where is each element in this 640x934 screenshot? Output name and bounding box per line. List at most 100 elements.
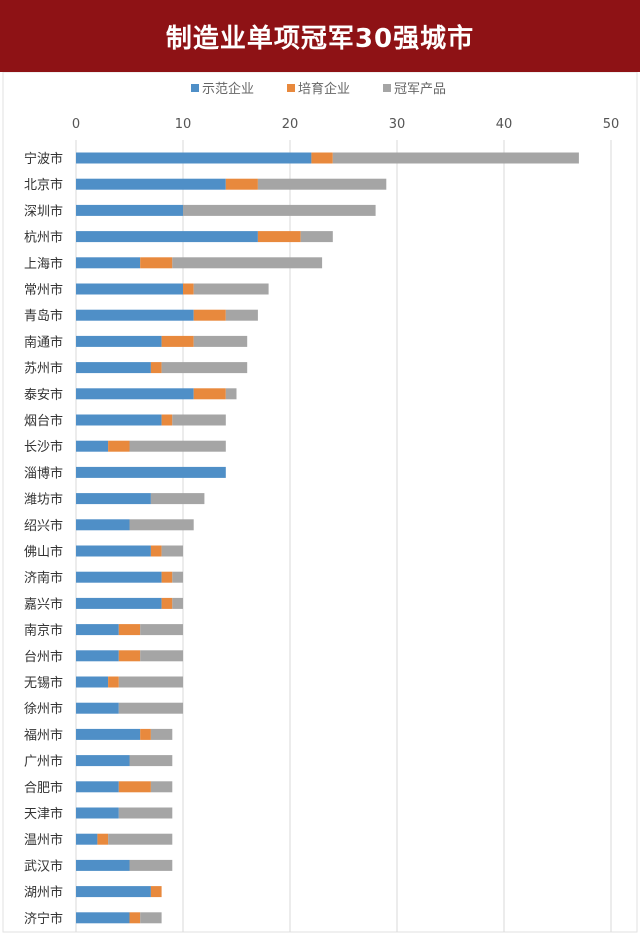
bar-segment xyxy=(332,152,579,164)
bar-segment xyxy=(76,519,130,531)
x-tick-label: 50 xyxy=(603,117,620,132)
bar-segment xyxy=(76,204,183,216)
bar-segment xyxy=(76,781,119,793)
bar-segment xyxy=(140,624,183,636)
bar-segment xyxy=(150,781,173,793)
category-label: 宁波市 xyxy=(24,151,63,167)
bar-segment xyxy=(172,597,183,609)
bar-segment xyxy=(193,388,226,400)
bar-segment xyxy=(76,283,183,295)
bar-segment xyxy=(225,388,237,400)
bar-segment xyxy=(118,807,173,819)
chart-area: 示范企业 培育企业 冠军产品 0 10 20 30 40 50 宁波市 北京市 深圳市 杭州市 上海市 常州… xyxy=(0,72,640,934)
bar-segment xyxy=(76,466,226,478)
bar-segment xyxy=(150,362,162,374)
bar-segment xyxy=(311,152,333,164)
category-label: 福州市 xyxy=(24,727,63,743)
bar-segment xyxy=(161,545,183,557)
bar-segment xyxy=(129,519,194,531)
bar-segment xyxy=(183,283,194,295)
bar-segment xyxy=(193,283,269,295)
category-label: 嘉兴市 xyxy=(24,596,63,612)
bar-segment xyxy=(150,728,173,740)
legend-label: 培育企业 xyxy=(298,81,350,97)
bar-segment xyxy=(161,597,173,609)
bar-segment xyxy=(76,755,130,767)
category-label: 台州市 xyxy=(24,649,63,665)
bar-segment xyxy=(76,309,194,321)
bar-segment xyxy=(172,257,323,269)
category-label: 泰安市 xyxy=(24,387,63,403)
legend-swatch xyxy=(383,84,391,92)
category-label: 徐州市 xyxy=(24,701,63,717)
bar-segment xyxy=(76,702,119,714)
bar-segment xyxy=(150,545,162,557)
category-label: 长沙市 xyxy=(24,439,63,455)
category-label: 北京市 xyxy=(24,177,63,193)
bar-segment xyxy=(172,414,226,426)
bar-segment xyxy=(257,178,387,190)
category-label: 济宁市 xyxy=(24,911,63,927)
x-tick-label: 40 xyxy=(496,117,513,132)
bar-segment xyxy=(76,388,194,400)
category-label: 潍坊市 xyxy=(24,492,63,508)
bar-segment xyxy=(129,912,141,924)
category-label: 南京市 xyxy=(24,623,63,639)
category-label: 苏州市 xyxy=(24,361,63,377)
bar-segment xyxy=(129,440,226,452)
category-label: 南通市 xyxy=(24,334,63,350)
bar-segment xyxy=(76,493,151,505)
bar-segment xyxy=(76,335,162,347)
bar-segment xyxy=(76,859,130,871)
bar-segment xyxy=(150,493,205,505)
x-tick-label: 20 xyxy=(282,117,299,132)
legend-swatch xyxy=(287,84,295,92)
bar-segment xyxy=(172,571,183,583)
chart-frame xyxy=(2,72,638,933)
bar-segment xyxy=(225,178,258,190)
bar-segment xyxy=(129,859,173,871)
category-label: 湖州市 xyxy=(24,885,63,901)
bar-segment xyxy=(161,362,248,374)
category-label: 天津市 xyxy=(24,806,63,822)
bar-segment xyxy=(161,335,194,347)
legend-label: 示范企业 xyxy=(202,81,254,97)
bar-segment xyxy=(76,571,162,583)
category-label: 淄博市 xyxy=(24,465,63,481)
bar-segment xyxy=(108,440,130,452)
category-label: 合肥市 xyxy=(24,780,63,796)
stacked-bar-chart: 示范企业 培育企业 冠军产品 0 10 20 30 40 50 宁波市北京市深圳市杭州市上海市常州… xyxy=(2,72,638,933)
bar-segment xyxy=(108,833,173,845)
bar-segment xyxy=(140,728,151,740)
title-banner: 制造业单项冠军30强城市 xyxy=(0,0,640,72)
bar-segment xyxy=(183,204,376,216)
bar-segment xyxy=(76,178,226,190)
category-label: 武汉市 xyxy=(24,858,63,874)
bar-segment xyxy=(193,335,248,347)
category-label: 济南市 xyxy=(24,570,63,586)
bar-segment xyxy=(193,309,226,321)
bar-segment xyxy=(76,624,119,636)
category-label: 深圳市 xyxy=(24,203,63,219)
bar-segment xyxy=(140,257,173,269)
bar-segment xyxy=(76,728,141,740)
bar-segment xyxy=(76,912,130,924)
legend-swatch xyxy=(191,84,199,92)
bar-segment xyxy=(76,676,109,688)
category-label: 绍兴市 xyxy=(24,518,63,534)
category-label: 上海市 xyxy=(24,256,63,272)
category-label: 广州市 xyxy=(24,754,63,770)
x-tick-label: 10 xyxy=(175,117,192,132)
bar-segment xyxy=(76,152,312,164)
bar-segment xyxy=(76,597,162,609)
x-tick-label: 0 xyxy=(72,117,80,132)
bar-segment xyxy=(140,912,162,924)
bar-segment xyxy=(76,440,109,452)
bar-segment xyxy=(76,257,141,269)
x-tick-label: 30 xyxy=(389,117,406,132)
bar-segment xyxy=(76,362,151,374)
category-label: 烟台市 xyxy=(24,413,63,429)
bar-segment xyxy=(76,545,151,557)
category-label: 佛山市 xyxy=(24,544,63,560)
category-label: 杭州市 xyxy=(24,230,63,246)
